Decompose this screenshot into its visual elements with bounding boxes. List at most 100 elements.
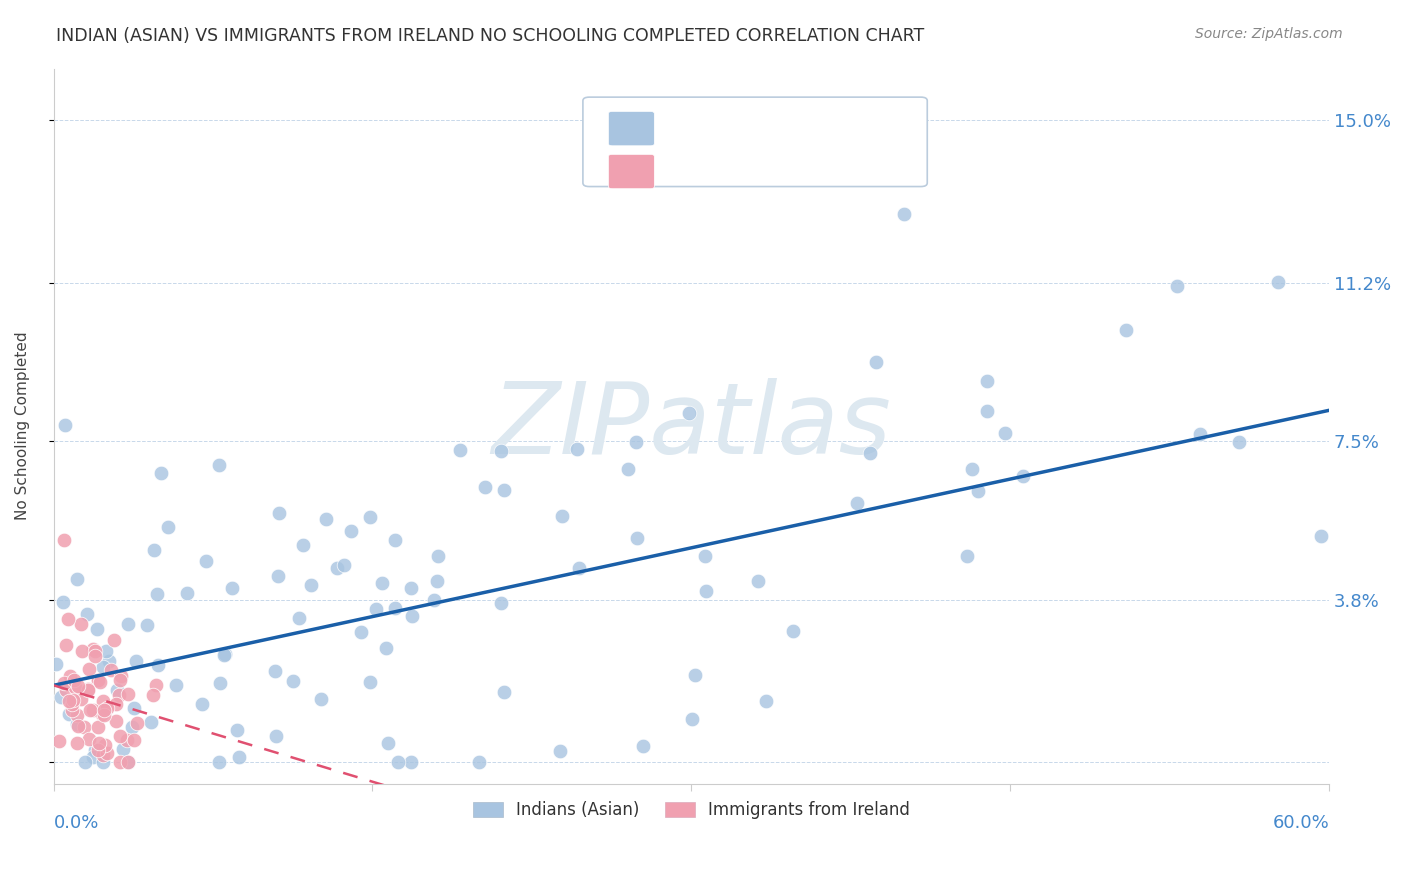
Point: [1310, 529, 1333, 543]
Point: [66, 572, 89, 586]
Point: [156, 520, 179, 534]
Point: [93, 703, 115, 717]
Point: [491, 596, 513, 610]
Point: [86, 622, 108, 636]
FancyBboxPatch shape: [609, 112, 654, 145]
Point: [122, 700, 145, 714]
Point: [366, 602, 388, 616]
Point: [108, 729, 131, 743]
Point: [208, 675, 231, 690]
Point: [359, 675, 381, 690]
Point: [97, 655, 120, 669]
Point: [401, 608, 423, 623]
Point: [426, 549, 449, 563]
Point: [117, 687, 139, 701]
Point: [399, 581, 422, 595]
Point: [976, 374, 998, 388]
Text: R = -0.135   N = 60: R = -0.135 N = 60: [666, 162, 858, 180]
Point: [136, 617, 159, 632]
Point: [141, 688, 163, 702]
Point: [59, 669, 82, 683]
Point: [208, 756, 231, 770]
Point: [1267, 276, 1289, 290]
Point: [87, 743, 110, 757]
Point: [221, 581, 243, 595]
Legend: Indians (Asian), Immigrants from Ireland: Indians (Asian), Immigrants from Ireland: [467, 794, 917, 826]
Text: INDIAN (ASIAN) VS IMMIGRANTS FROM IRELAND NO SCHOOLING COMPLETED CORRELATION CHA: INDIAN (ASIAN) VS IMMIGRANTS FROM IRELAN…: [56, 27, 925, 45]
Point: [49, 690, 72, 704]
Point: [82, 749, 104, 764]
Point: [82, 703, 104, 717]
Point: [1012, 469, 1035, 483]
Point: [617, 462, 640, 476]
Point: [626, 434, 648, 449]
Point: [754, 694, 776, 708]
Point: [108, 673, 131, 687]
Point: [1115, 322, 1137, 336]
Point: [309, 691, 332, 706]
Point: [678, 406, 700, 420]
Point: [94, 644, 117, 658]
Point: [107, 688, 129, 702]
Point: [87, 673, 110, 687]
Point: [75, 756, 97, 770]
Point: [264, 729, 287, 743]
Point: [115, 733, 138, 747]
Point: [782, 624, 804, 638]
Point: [91, 706, 114, 721]
Y-axis label: No Schooling Completed: No Schooling Completed: [15, 332, 30, 521]
Point: [449, 443, 471, 458]
Point: [288, 611, 311, 625]
Point: [350, 624, 373, 639]
Point: [332, 558, 354, 572]
Point: [77, 732, 100, 747]
Point: [375, 641, 398, 656]
Point: [146, 658, 169, 673]
Point: [299, 578, 322, 592]
Point: [1227, 434, 1250, 449]
Text: ZIPatlas: ZIPatlas: [491, 377, 891, 475]
Point: [845, 496, 868, 510]
Point: [326, 560, 349, 574]
Point: [467, 756, 489, 770]
Point: [568, 561, 591, 575]
Point: [145, 677, 167, 691]
Point: [69, 616, 91, 631]
Text: 0.0%: 0.0%: [53, 814, 98, 832]
Point: [267, 569, 290, 583]
Point: [422, 592, 444, 607]
Point: [91, 694, 114, 708]
Point: [359, 509, 381, 524]
Point: [176, 585, 198, 599]
Point: [747, 574, 769, 589]
Text: R =  0.685   N = 110: R = 0.685 N = 110: [666, 120, 869, 137]
Point: [105, 683, 128, 698]
Point: [693, 549, 716, 564]
Point: [52, 676, 75, 690]
Point: [125, 716, 148, 731]
Point: [79, 703, 101, 717]
Point: [89, 675, 111, 690]
Point: [550, 743, 572, 757]
Point: [631, 739, 654, 753]
Point: [194, 554, 217, 568]
Point: [58, 706, 80, 721]
Point: [149, 466, 172, 480]
Point: [226, 723, 249, 737]
Point: [474, 480, 496, 494]
Point: [73, 720, 96, 734]
Point: [110, 756, 132, 770]
Point: [117, 617, 139, 632]
Point: [96, 700, 118, 714]
FancyBboxPatch shape: [583, 97, 928, 186]
Point: [65, 680, 87, 694]
Point: [91, 748, 114, 763]
Point: [292, 537, 315, 551]
Point: [426, 574, 449, 589]
Point: [48, 734, 70, 748]
Point: [142, 543, 165, 558]
Point: [60, 698, 83, 712]
Point: [91, 756, 114, 770]
Point: [69, 692, 91, 706]
Point: [87, 720, 110, 734]
